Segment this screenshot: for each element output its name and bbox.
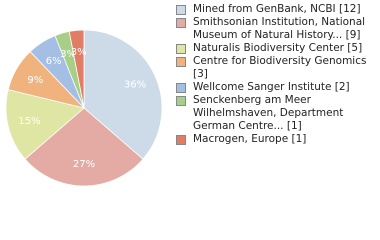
legend-label: Senckenberg am Meer Wilhelmshaven, Depar… bbox=[193, 94, 344, 132]
slice-label: 3% bbox=[71, 47, 87, 58]
legend-swatch bbox=[176, 96, 186, 106]
legend-swatch bbox=[176, 83, 186, 93]
pie-slice bbox=[24, 107, 144, 187]
slice-label: 27% bbox=[73, 159, 95, 170]
legend-swatch bbox=[176, 135, 186, 145]
legend-item: Mined from GenBank, NCBI [12] bbox=[174, 3, 374, 16]
legend-item: Smithsonian Institution, National Museum… bbox=[174, 16, 374, 42]
legend-item: Naturalis Biodiversity Center [5] bbox=[174, 42, 374, 55]
legend-label: Smithsonian Institution, National Museum… bbox=[193, 16, 366, 41]
slice-label: 6% bbox=[46, 56, 62, 67]
legend-label: Centre for Biodiversity Genomics [3] bbox=[193, 55, 367, 80]
legend-label: Naturalis Biodiversity Center [5] bbox=[193, 42, 363, 54]
legend-swatch bbox=[176, 57, 186, 67]
legend-swatch bbox=[176, 18, 186, 28]
legend-item: Senckenberg am Meer Wilhelmshaven, Depar… bbox=[174, 94, 374, 133]
legend-swatch bbox=[176, 44, 186, 54]
legend-label: Wellcome Sanger Institute [2] bbox=[193, 81, 350, 93]
legend-swatch bbox=[176, 5, 186, 15]
slice-label: 15% bbox=[18, 116, 40, 127]
pie-slice bbox=[68, 29, 85, 109]
slice-label: 9% bbox=[27, 75, 43, 86]
legend: Mined from GenBank, NCBI [12] Smithsonian… bbox=[174, 3, 374, 146]
pie-slice bbox=[83, 29, 163, 160]
chart: 36%27%15%9%6%3%3% bbox=[5, 29, 163, 187]
legend-label: Macrogen, Europe [1] bbox=[193, 133, 307, 145]
slice-label: 36% bbox=[124, 80, 146, 91]
legend-item: Macrogen, Europe [1] bbox=[174, 133, 374, 146]
legend-item: Centre for Biodiversity Genomics [3] bbox=[174, 55, 374, 81]
slice-label: 3% bbox=[60, 49, 76, 60]
pie-slice bbox=[5, 89, 85, 160]
legend-item: Wellcome Sanger Institute [2] bbox=[174, 81, 374, 94]
legend-label: Mined from GenBank, NCBI [12] bbox=[193, 3, 361, 15]
